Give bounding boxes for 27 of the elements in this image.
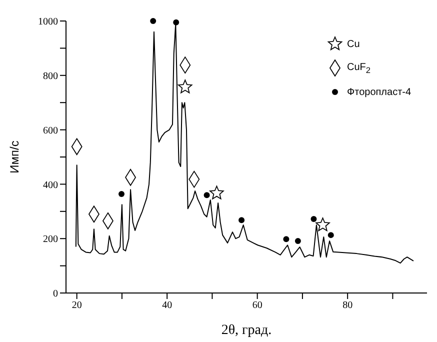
point xyxy=(178,80,192,94)
point xyxy=(310,216,317,222)
point xyxy=(210,186,224,200)
point xyxy=(173,19,180,26)
x-tick-label: 40 xyxy=(162,300,172,312)
y-tick-label: 0 xyxy=(53,288,58,300)
legend-label: Cu xyxy=(347,38,360,50)
point xyxy=(316,218,330,232)
y-axis-title: Имп/с xyxy=(7,140,22,174)
point xyxy=(328,232,334,238)
point xyxy=(204,192,210,198)
y-tick-label: 400 xyxy=(43,180,58,191)
x-tick-label: 80 xyxy=(342,300,353,312)
x-tick-label: 20 xyxy=(72,300,82,312)
y-tick-label: 1000 xyxy=(38,16,58,28)
legend-label: Фторопласт-4 xyxy=(347,86,412,98)
x-tick-label: 60 xyxy=(252,300,262,312)
point xyxy=(294,238,301,244)
x-axis-title: 2θ, град. xyxy=(221,323,272,338)
point xyxy=(283,236,290,242)
point xyxy=(150,18,156,24)
y-tick-label: 200 xyxy=(43,234,58,246)
point xyxy=(118,190,125,197)
point xyxy=(238,217,245,224)
legend-label: CuF$_{2}$ xyxy=(347,62,371,74)
y-tick-label: 600 xyxy=(43,125,58,136)
y-tick-label: 800 xyxy=(43,70,58,82)
